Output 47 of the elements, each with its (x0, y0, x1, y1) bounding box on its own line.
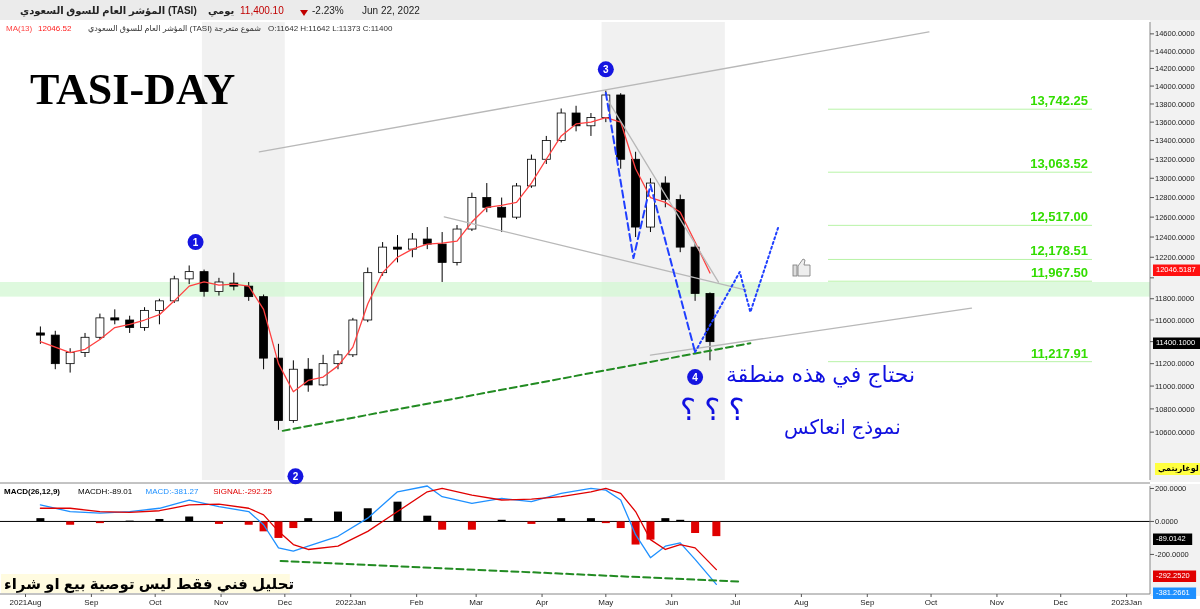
text: TASI-DAY (30, 65, 236, 114)
annotation: 3 (603, 63, 610, 75)
text: 11,400.10 (240, 5, 285, 16)
x-tick-label: Oct (924, 598, 939, 607)
x-tick-label: Sep (84, 598, 100, 607)
text: -2.23% (312, 5, 344, 16)
x-tick-label: Jul (730, 598, 741, 607)
series-label: SIGNAL:-292.25 (213, 487, 273, 496)
x-tick-label: Sep (860, 598, 875, 607)
annotation: 12046.52 (38, 24, 72, 33)
annotation: المؤشر العام للسوق السعودي (TASI) شموع متعرجة (88, 24, 262, 33)
text: Jun 22, 2022 (362, 5, 421, 16)
annotation: 4 (692, 371, 699, 383)
x-tick-label: 2021Aug (9, 598, 42, 607)
x-tick-label: Aug (794, 598, 809, 607)
ref-line-label: 13,063.52 (1030, 156, 1088, 172)
annotation: نحتاج في هذه منطقة (726, 362, 916, 388)
annotation: ؟ ؟ ؟ (680, 393, 745, 426)
x-tick-label: Nov (989, 598, 1005, 607)
annotation: O:11642 H:11642 L:11373 C:11400 (268, 24, 393, 33)
x-tick-label: Dec (1053, 598, 1068, 607)
annotation: 2 (292, 470, 299, 482)
ref-line-label: 11,217.91 (1030, 345, 1088, 361)
text: لوغاريتمي (1158, 464, 1199, 473)
x-tick-label: Mar (469, 598, 484, 607)
text: MACDH:-89.01 (78, 487, 133, 496)
ref-line-label: 13,742.25 (1030, 93, 1088, 109)
annotation: تحليل فني فقط ليس توصية بيع او شراء (4, 575, 295, 593)
text: المؤشر العام للسوق السعودي (TASI) (20, 5, 197, 17)
annotation: نموذج انعاكس (784, 416, 901, 439)
ref-line-label: 12,517.00 (1030, 209, 1088, 225)
x-tick-label: 2023Jan (1111, 598, 1142, 607)
x-tick-label: Feb (409, 598, 425, 607)
annotation: 1 (192, 236, 199, 248)
chart-title: MACD(26,12,9) (4, 487, 61, 496)
series-label: MACD:-381.27 (145, 487, 200, 496)
ref-line-label: 12,178.51 (1030, 243, 1088, 259)
ref-line-label: 11,967.50 (1030, 265, 1088, 281)
text: MA(13) (6, 24, 33, 33)
x-tick-label: May (598, 598, 614, 607)
x-tick-label: Nov (213, 598, 229, 607)
x-tick-label: Oct (148, 598, 163, 607)
text: يومي (208, 5, 235, 17)
x-tick-label: Jun (665, 598, 679, 607)
x-tick-label: Dec (277, 598, 292, 607)
x-tick-label: Apr (535, 598, 549, 607)
x-tick-label: 2022Jan (335, 598, 367, 607)
